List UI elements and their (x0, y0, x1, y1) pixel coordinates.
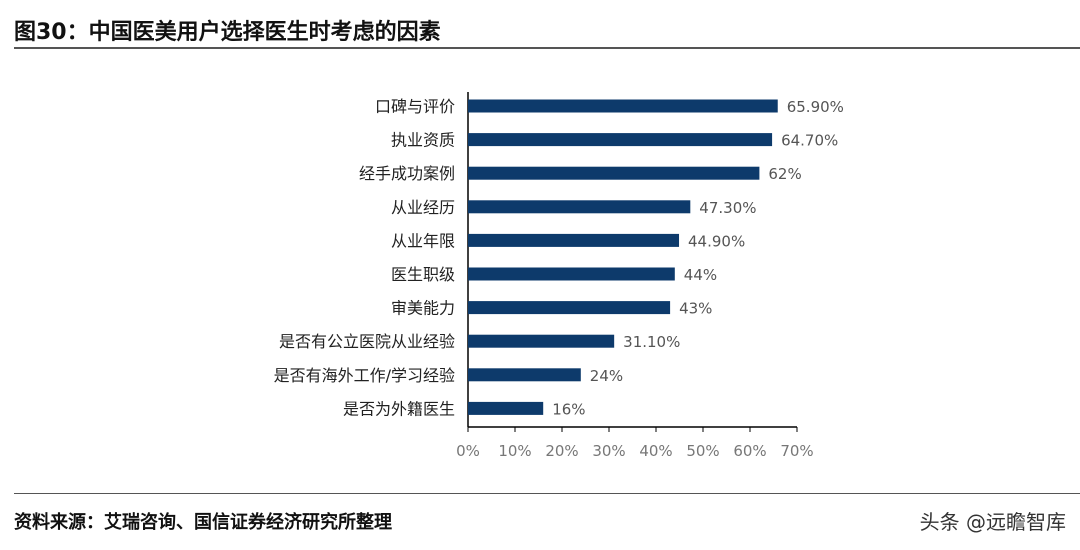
source-note: 资料来源：艾瑞咨询、国信证券经济研究所整理 (14, 512, 392, 533)
x-tick-label: 0% (456, 442, 480, 460)
footer-divider (14, 493, 1080, 494)
bar (468, 401, 544, 415)
category-label: 是否有海外工作/学习经验 (274, 366, 455, 385)
category-label: 审美能力 (391, 299, 455, 318)
data-label: 62% (768, 165, 801, 183)
category-label: 是否为外籍医生 (343, 399, 455, 418)
bar (468, 200, 691, 214)
bar (468, 368, 581, 382)
category-label: 执业资质 (391, 131, 455, 150)
bar (468, 133, 773, 147)
category-label: 口碑与评价 (375, 97, 455, 116)
data-label: 44.90% (688, 232, 745, 250)
bar (468, 166, 760, 180)
category-label: 是否有公立医院从业经验 (279, 332, 455, 351)
data-label: 47.30% (699, 199, 756, 217)
bar (468, 233, 680, 247)
data-label: 64.70% (781, 132, 838, 150)
x-tick-label: 50% (686, 442, 719, 460)
x-tick-label: 40% (639, 442, 672, 460)
title-divider (14, 47, 1080, 49)
data-label: 16% (552, 400, 585, 418)
data-label: 24% (590, 367, 623, 385)
x-tick-label: 30% (592, 442, 625, 460)
category-label: 从业经历 (391, 198, 455, 217)
category-label: 从业年限 (391, 231, 455, 250)
category-label: 经手成功案例 (359, 164, 455, 183)
x-tick-label: 60% (733, 442, 766, 460)
bar (468, 301, 671, 315)
bar (468, 334, 615, 348)
figure-title: 图30：中国医美用户选择医生时考虑的因素 (14, 20, 441, 45)
x-tick-label: 10% (498, 442, 531, 460)
x-tick-label: 20% (545, 442, 578, 460)
category-label: 医生职级 (391, 265, 455, 284)
data-label: 31.10% (623, 333, 680, 351)
data-label: 65.90% (787, 98, 844, 116)
data-label: 43% (679, 300, 712, 318)
watermark: 头条 @远瞻智库 (919, 510, 1066, 534)
data-label: 44% (684, 266, 717, 284)
bar (468, 99, 778, 113)
bar (468, 267, 675, 281)
x-tick-label: 70% (780, 442, 813, 460)
